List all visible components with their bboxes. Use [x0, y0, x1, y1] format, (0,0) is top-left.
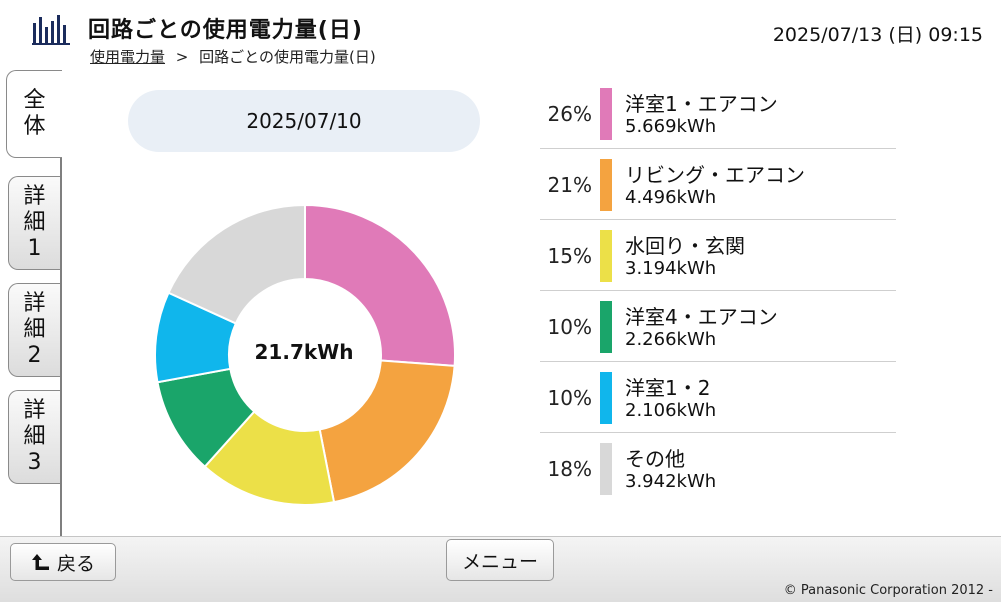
legend-circuit-name: 洋室1・2 [625, 376, 711, 400]
legend-item[interactable]: 26% 洋室1・エアコン 5.669kWh [540, 78, 896, 149]
legend-item[interactable]: 10% 洋室4・エアコン 2.266kWh [540, 291, 896, 362]
tab-detail-3[interactable]: 詳 細 3 [8, 390, 60, 484]
legend-circuit-value: 3.942kWh [625, 471, 717, 492]
legend-swatch [600, 372, 612, 424]
legend-percent: 18% [547, 457, 592, 481]
copyright-notice: © Panasonic Corporation 2012 - [783, 583, 993, 598]
tab-detail-2-label-1: 詳 [23, 291, 46, 316]
menu-button[interactable]: メニュー [446, 539, 554, 581]
tab-detail-3-label-3: 3 [27, 450, 42, 475]
breadcrumb-separator: > [175, 48, 189, 66]
legend-circuit-value: 3.194kWh [625, 258, 717, 279]
date-selector[interactable]: 2025/07/10 [128, 90, 480, 152]
legend-circuit-name: 水回り・玄関 [625, 234, 745, 258]
tab-detail-1[interactable]: 詳 細 1 [8, 176, 60, 270]
legend-circuit-value: 4.496kWh [625, 187, 717, 208]
legend-swatch [600, 301, 612, 353]
legend-circuit-name: その他 [625, 447, 685, 471]
legend-percent: 15% [547, 244, 592, 268]
legend-percent: 26% [547, 102, 592, 126]
footer-bar: 戻る メニュー © Panasonic Corporation 2012 - [0, 536, 1001, 602]
donut-slice [304, 203, 456, 367]
legend-circuit-value: 2.266kWh [625, 329, 717, 350]
breadcrumb: 使用電力量 > 回路ごとの使用電力量(日) [90, 46, 376, 67]
legend-circuit-value: 2.106kWh [625, 400, 717, 421]
donut-slice [167, 203, 306, 325]
tab-detail-2[interactable]: 詳 細 2 [8, 283, 60, 377]
tab-detail-3-label-1: 詳 [23, 398, 46, 423]
donut-slice [318, 359, 456, 504]
usage-donut-chart [154, 203, 456, 506]
tab-all-label-2: 体 [23, 114, 46, 139]
tab-detail-2-label-3: 2 [27, 343, 42, 368]
legend-swatch [600, 443, 612, 495]
tab-detail-1-label-1: 詳 [23, 184, 46, 209]
tab-all[interactable]: 全 体 [6, 70, 62, 158]
legend-percent: 21% [547, 173, 592, 197]
legend-circuit-value: 5.669kWh [625, 116, 717, 137]
legend-swatch [600, 230, 612, 282]
legend-swatch [600, 159, 612, 211]
legend-circuit-name: 洋室4・エアコン [625, 305, 778, 329]
legend-item[interactable]: 21% リビング・エアコン 4.496kWh [540, 149, 896, 220]
breadcrumb-current: 回路ごとの使用電力量(日) [199, 48, 376, 66]
current-datetime: 2025/07/13 (日) 09:15 [772, 24, 983, 46]
legend-item[interactable]: 10% 洋室1・2 2.106kWh [540, 362, 896, 433]
header: 回路ごとの使用電力量(日) 使用電力量 > 回路ごとの使用電力量(日) 2025… [0, 0, 1001, 70]
legend-item[interactable]: 15% 水回り・玄関 3.194kWh [540, 220, 896, 291]
legend-percent: 10% [547, 386, 592, 410]
legend-item[interactable]: 18% その他 3.942kWh [540, 433, 896, 504]
tab-all-label-1: 全 [23, 88, 46, 113]
return-arrow-icon [31, 554, 49, 570]
tab-detail-3-label-2: 細 [23, 424, 46, 449]
legend-circuit-name: リビング・エアコン [625, 163, 805, 187]
menu-button-label: メニュー [461, 550, 538, 573]
total-usage: 21.7kWh [254, 340, 354, 364]
breadcrumb-link-power-usage[interactable]: 使用電力量 [90, 48, 166, 66]
legend: 26% 洋室1・エアコン 5.669kWh 21% リビング・エアコン 4.49… [540, 78, 896, 504]
legend-swatch [600, 88, 612, 140]
legend-percent: 10% [547, 315, 592, 339]
tab-detail-1-label-2: 細 [23, 210, 46, 235]
legend-circuit-name: 洋室1・エアコン [625, 92, 778, 116]
back-button-label: 戻る [56, 552, 95, 575]
page-title: 回路ごとの使用電力量(日) [88, 18, 363, 43]
tab-panel-border [60, 70, 62, 536]
tab-detail-1-label-3: 1 [27, 236, 42, 261]
bar-chart-icon [32, 15, 70, 45]
back-button[interactable]: 戻る [10, 543, 116, 581]
tab-detail-2-label-2: 細 [23, 317, 46, 342]
